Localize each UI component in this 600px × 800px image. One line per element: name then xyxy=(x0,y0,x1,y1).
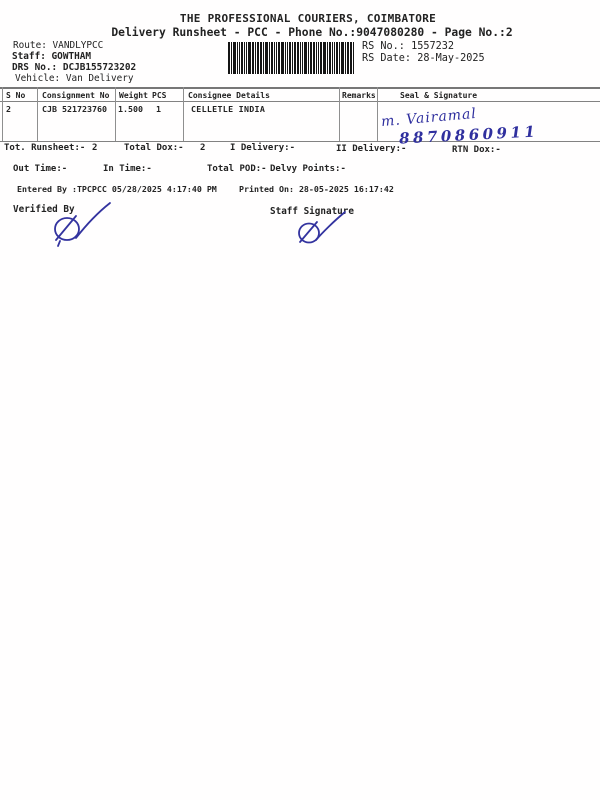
total-dox-value: 2 xyxy=(200,143,206,153)
document-subtitle: Delivery Runsheet - PCC - Phone No.:9047… xyxy=(111,26,513,39)
table-vline-sno xyxy=(37,87,38,141)
total-pod-label: Total POD:- xyxy=(207,164,267,174)
col-header-consignment: Consignment No xyxy=(42,91,110,100)
table-vline-left xyxy=(2,87,3,141)
in-time-label: In Time:- xyxy=(103,164,152,174)
tot-runsheet-value: 2 xyxy=(92,143,98,153)
ii-delivery-label: II Delivery:- xyxy=(336,144,407,154)
rtn-dox-label: RTN Dox:- xyxy=(452,145,501,155)
verified-by-signature xyxy=(54,202,111,247)
rs-date-label: RS Date: xyxy=(362,53,412,64)
verified-by-label: Verified By xyxy=(13,204,75,215)
rs-no-label: RS No.: xyxy=(362,41,405,52)
route-line: Route: VANDLYPCC xyxy=(13,40,103,51)
cell-pcs: 1 xyxy=(156,104,161,114)
out-time-label: Out Time:- xyxy=(13,164,68,174)
cell-consignment-no: CJB 521723760 xyxy=(42,104,107,114)
table-top-border xyxy=(0,87,600,89)
cell-sno: 2 xyxy=(6,104,11,114)
cell-consignee: CELLETLE INDIA xyxy=(191,104,266,114)
col-header-seal: Seal & Signature xyxy=(400,91,478,100)
drs-label: DRS No.: xyxy=(12,62,58,73)
route-value: VANDLYPCC xyxy=(52,40,104,51)
cell-weight: 1.500 xyxy=(118,104,143,114)
col-header-sno: S No xyxy=(6,91,26,100)
staff-label: Staff: xyxy=(12,51,46,62)
col-header-weight: Weight xyxy=(119,91,148,100)
printed-on-line: Printed On: 28-05-2025 16:17:42 xyxy=(239,184,394,194)
rs-barcode xyxy=(228,42,358,74)
rs-date-value: 28-May-2025 xyxy=(417,53,485,64)
table-vline-remarks-left xyxy=(339,87,340,141)
total-dox-label: Total Dox:- xyxy=(124,143,184,153)
rs-no-line: RS No.: 1557232 xyxy=(362,41,454,52)
rs-no-value: 1557232 xyxy=(411,41,455,52)
entered-by-line: Entered By :TPCPCC 05/28/2025 4:17:40 PM xyxy=(17,184,217,194)
staff-value: GOWTHAM xyxy=(51,51,92,62)
col-header-consignee: Consignee Details xyxy=(188,91,270,100)
delvy-points-label: Delvy Points:- xyxy=(270,164,346,174)
table-header-border xyxy=(0,101,600,102)
staff-signature-label: Staff Signature xyxy=(270,206,354,217)
tot-runsheet-label: Tot. Runsheet:- xyxy=(4,143,86,153)
table-vline-remarks-right xyxy=(377,87,378,141)
drs-value: DCJB155723202 xyxy=(62,62,137,73)
document-title: THE PROFESSIONAL COURIERS, COIMBATORE xyxy=(179,12,437,25)
col-header-remarks: Remarks xyxy=(342,91,376,100)
table-vline-pcs xyxy=(183,87,184,141)
table-vline-consignment xyxy=(115,87,116,141)
i-delivery-label: I Delivery:- xyxy=(230,143,296,153)
vehicle-label: Vehicle: xyxy=(15,73,61,84)
route-label: Route: xyxy=(13,40,47,51)
staff-line: Staff: GOWTHAM xyxy=(12,51,91,62)
staff-signature xyxy=(298,211,346,244)
vehicle-line: Vehicle: Van Delivery xyxy=(15,73,134,84)
table-bottom-border xyxy=(0,141,600,142)
rs-date-line: RS Date: 28-May-2025 xyxy=(362,53,485,64)
drs-no-line: DRS No.: DCJB155723202 xyxy=(12,62,136,73)
col-header-pcs: PCS xyxy=(152,91,167,100)
vehicle-value: Van Delivery xyxy=(65,73,134,84)
